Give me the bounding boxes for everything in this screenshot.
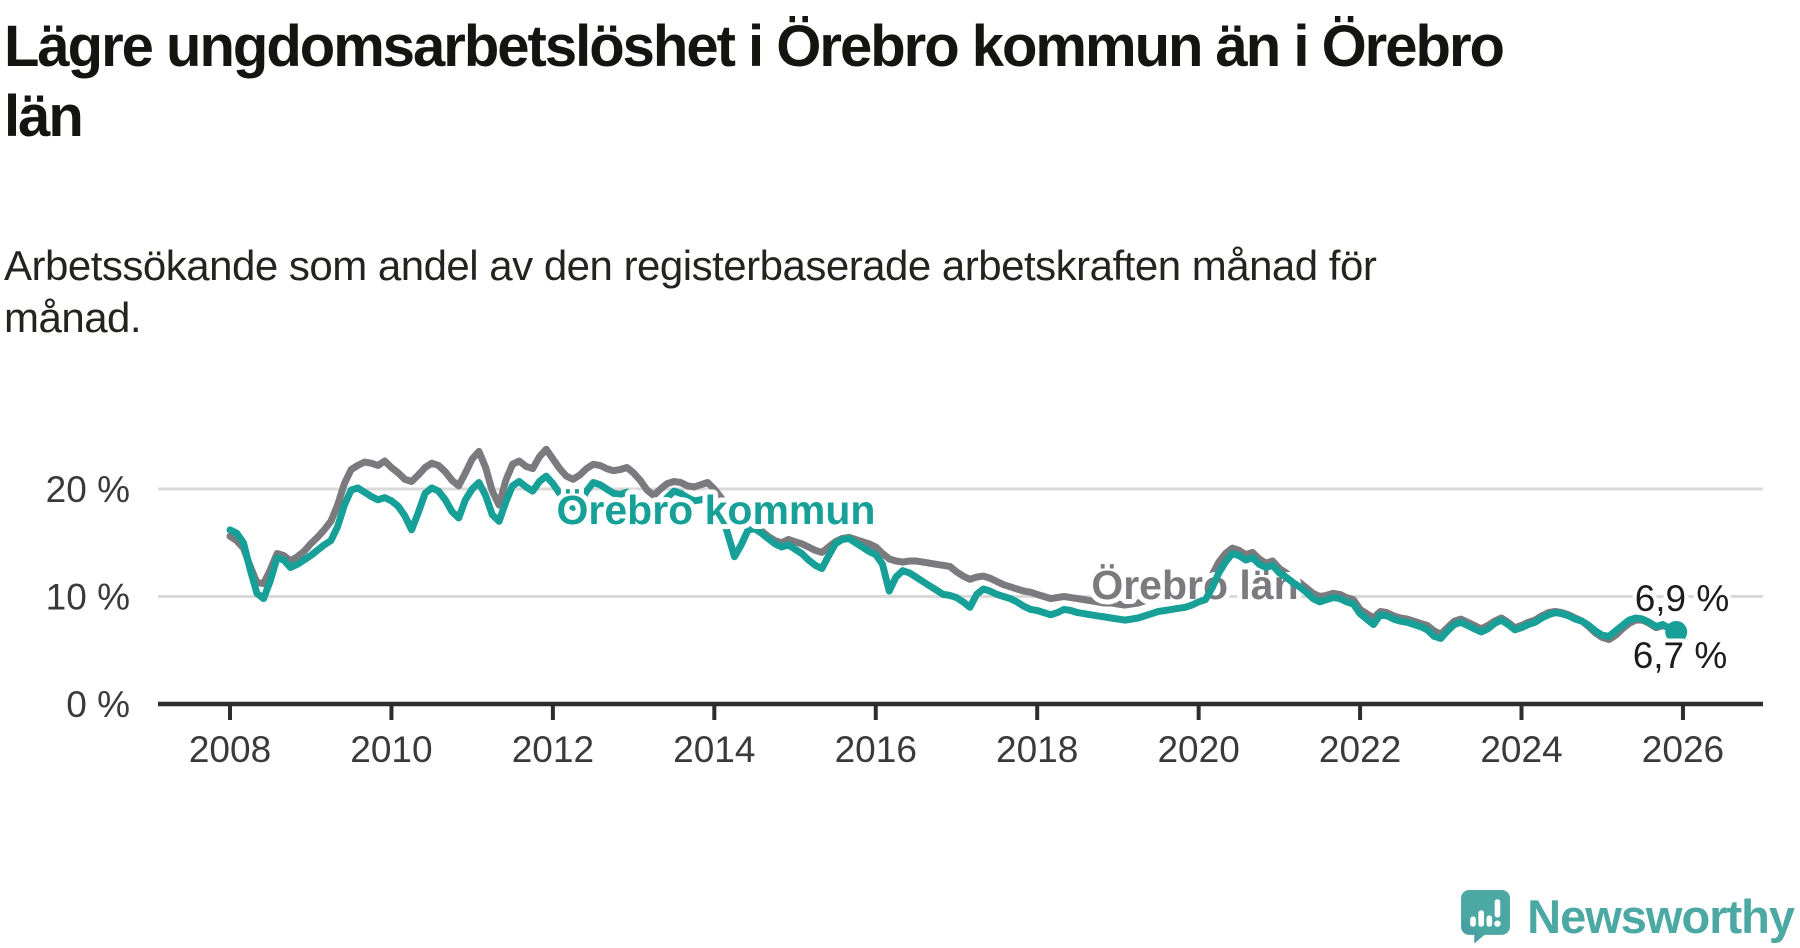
y-tick-label: 10 % xyxy=(46,577,130,618)
newsworthy-logo: Newsworthy xyxy=(1460,889,1795,944)
end-value-label: 6,7 % xyxy=(1633,635,1728,676)
end-value-label: 6,9 % xyxy=(1635,578,1730,619)
series-line-orebro-lan xyxy=(226,445,1680,643)
y-tick-label: 0 % xyxy=(66,684,130,725)
newsworthy-logo-text: Newsworthy xyxy=(1527,890,1795,943)
x-tick-label: 2018 xyxy=(996,729,1078,770)
x-tick-label: 2024 xyxy=(1480,729,1562,770)
x-tick-label: 2010 xyxy=(350,729,432,770)
newsworthy-logo-icon xyxy=(1461,890,1511,944)
logo-bar-chart-glyph xyxy=(1470,899,1501,927)
y-tick-label: 20 % xyxy=(46,469,130,510)
x-tick-label: 2022 xyxy=(1319,729,1401,770)
chart-subtitle: Arbetssökande som andel av den registerb… xyxy=(4,242,1377,342)
x-tick-label: 2014 xyxy=(673,729,755,770)
page-title: Lägre ungdomsarbetslöshet i Örebro kommu… xyxy=(4,14,1505,149)
series-end-dot xyxy=(1665,620,1688,643)
x-tick-label: 2026 xyxy=(1642,729,1724,770)
x-tick-label: 2012 xyxy=(512,729,594,770)
x-tick-label: 2008 xyxy=(189,729,271,770)
series-line-orebro-kommun xyxy=(226,472,1680,642)
x-tick-label: 2016 xyxy=(835,729,917,770)
series-label-kommun: Örebro kommun xyxy=(557,487,876,533)
x-tick-label: 2020 xyxy=(1157,729,1239,770)
